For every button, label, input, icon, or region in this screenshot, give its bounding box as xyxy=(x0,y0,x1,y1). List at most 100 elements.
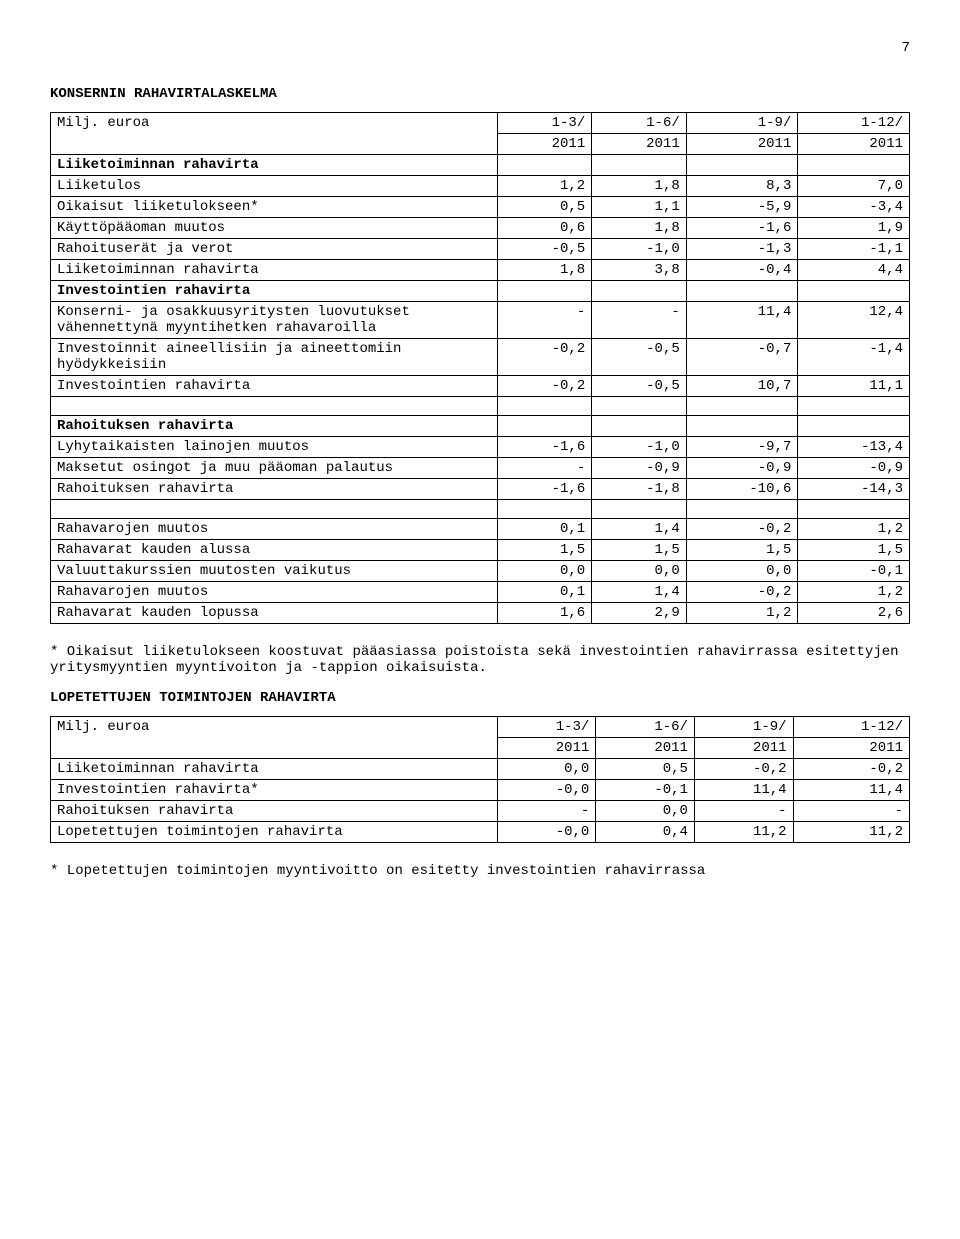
cell: -1,6 xyxy=(497,479,592,500)
row-label: Liiketulos xyxy=(51,176,498,197)
cell: 1,8 xyxy=(497,260,592,281)
cell: 7,0 xyxy=(798,176,910,197)
table-row: Rahavarat kauden alussa 1,5 1,5 1,5 1,5 xyxy=(51,540,910,561)
cell: 11,2 xyxy=(694,822,793,843)
cell: -0,2 xyxy=(793,759,909,780)
cell: 1,2 xyxy=(798,582,910,603)
cell: 11,1 xyxy=(798,376,910,397)
cell: -5,9 xyxy=(686,197,798,218)
section-head: Liiketoiminnan rahavirta xyxy=(51,155,498,176)
row-label: Liiketoiminnan rahavirta xyxy=(51,759,498,780)
cell: -1,0 xyxy=(592,239,687,260)
cell: 1,4 xyxy=(592,582,687,603)
section-head: Investointien rahavirta xyxy=(51,281,498,302)
cell: 1,9 xyxy=(798,218,910,239)
col-head: 1-12/ xyxy=(798,113,910,134)
section-title-1: KONSERNIN RAHAVIRTALASKELMA xyxy=(50,86,910,102)
cell: 1,5 xyxy=(497,540,592,561)
row-label: Rahavarat kauden alussa xyxy=(51,540,498,561)
spacer-row xyxy=(51,397,910,416)
col-head: 2011 xyxy=(497,134,592,155)
header-row-1: Milj. euroa 1-3/ 1-6/ 1-9/ 1-12/ xyxy=(51,717,910,738)
cell: -0,2 xyxy=(686,519,798,540)
col-head: 2011 xyxy=(694,738,793,759)
col-head: 1-9/ xyxy=(694,717,793,738)
row-label: Lopetettujen toimintojen rahavirta xyxy=(51,822,498,843)
table-row: Investointien rahavirta -0,2 -0,5 10,7 1… xyxy=(51,376,910,397)
cell: - xyxy=(694,801,793,822)
cell: -1,4 xyxy=(798,339,910,376)
row-label: Konserni- ja osakkuusyritysten luovutuks… xyxy=(51,302,498,339)
cell: -0,7 xyxy=(686,339,798,376)
col-head: 1-3/ xyxy=(497,717,596,738)
cell: 1,2 xyxy=(798,519,910,540)
table-row: Rahavarojen muutos 0,1 1,4 -0,2 1,2 xyxy=(51,582,910,603)
table-row: Liiketulos 1,2 1,8 8,3 7,0 xyxy=(51,176,910,197)
cell: 11,4 xyxy=(686,302,798,339)
col-head: 2011 xyxy=(497,738,596,759)
cell: 2,9 xyxy=(592,603,687,624)
table-row: Oikaisut liiketulokseen* 0,5 1,1 -5,9 -3… xyxy=(51,197,910,218)
table-row: Investoinnit aineellisiin ja aineettomii… xyxy=(51,339,910,376)
row-label: Rahavarojen muutos xyxy=(51,582,498,603)
cell: 1,1 xyxy=(592,197,687,218)
cell: -1,6 xyxy=(497,437,592,458)
col-head: 2011 xyxy=(686,134,798,155)
cell: 0,0 xyxy=(596,801,695,822)
cell: - xyxy=(497,458,592,479)
row-label: Oikaisut liiketulokseen* xyxy=(51,197,498,218)
col-head: 2011 xyxy=(596,738,695,759)
col-head: 1-9/ xyxy=(686,113,798,134)
header-label: Milj. euroa xyxy=(51,717,498,759)
table-row: Rahavarat kauden lopussa 1,6 2,9 1,2 2,6 xyxy=(51,603,910,624)
cell: -9,7 xyxy=(686,437,798,458)
row-label: Rahoituserät ja verot xyxy=(51,239,498,260)
cell: -1,8 xyxy=(592,479,687,500)
table-row: Rahavarojen muutos 0,1 1,4 -0,2 1,2 xyxy=(51,519,910,540)
col-head: 2011 xyxy=(592,134,687,155)
table-row: Konserni- ja osakkuusyritysten luovutuks… xyxy=(51,302,910,339)
cell: -14,3 xyxy=(798,479,910,500)
cell: -0,1 xyxy=(798,561,910,582)
col-head: 1-3/ xyxy=(497,113,592,134)
cell: 0,1 xyxy=(497,582,592,603)
cell: -0,2 xyxy=(694,759,793,780)
cell: -13,4 xyxy=(798,437,910,458)
cell: 2,6 xyxy=(798,603,910,624)
col-head: 2011 xyxy=(798,134,910,155)
section-head-row: Investointien rahavirta xyxy=(51,281,910,302)
cell: - xyxy=(497,302,592,339)
cell: 11,4 xyxy=(793,780,909,801)
cell: -0,5 xyxy=(497,239,592,260)
cell: 1,5 xyxy=(798,540,910,561)
cashflow-table-2: Milj. euroa 1-3/ 1-6/ 1-9/ 1-12/ 2011 20… xyxy=(50,716,910,843)
cell: -1,1 xyxy=(798,239,910,260)
cell: 0,1 xyxy=(497,519,592,540)
table-row: Maksetut osingot ja muu pääoman palautus… xyxy=(51,458,910,479)
section-head-row: Liiketoiminnan rahavirta xyxy=(51,155,910,176)
cell: 1,5 xyxy=(686,540,798,561)
cell: 11,4 xyxy=(694,780,793,801)
cell: 4,4 xyxy=(798,260,910,281)
cell: 0,5 xyxy=(596,759,695,780)
cell: -0,9 xyxy=(592,458,687,479)
cell: -0,2 xyxy=(497,376,592,397)
row-label: Maksetut osingot ja muu pääoman palautus xyxy=(51,458,498,479)
row-label: Valuuttakurssien muutosten vaikutus xyxy=(51,561,498,582)
cell: - xyxy=(592,302,687,339)
row-label: Investointien rahavirta* xyxy=(51,780,498,801)
cell: 0,0 xyxy=(592,561,687,582)
row-label: Rahoituksen rahavirta xyxy=(51,801,498,822)
section-title-2: LOPETETTUJEN TOIMINTOJEN RAHAVIRTA xyxy=(50,690,910,706)
row-label: Investoinnit aineellisiin ja aineettomii… xyxy=(51,339,498,376)
row-label: Lyhytaikaisten lainojen muutos xyxy=(51,437,498,458)
header-row-1: Milj. euroa 1-3/ 1-6/ 1-9/ 1-12/ xyxy=(51,113,910,134)
cell: -3,4 xyxy=(798,197,910,218)
cell: 1,2 xyxy=(686,603,798,624)
row-label: Rahavarojen muutos xyxy=(51,519,498,540)
cell: 1,2 xyxy=(497,176,592,197)
section-head: Rahoituksen rahavirta xyxy=(51,416,498,437)
table-row: Valuuttakurssien muutosten vaikutus 0,0 … xyxy=(51,561,910,582)
cell: -0,2 xyxy=(686,582,798,603)
cell: 10,7 xyxy=(686,376,798,397)
